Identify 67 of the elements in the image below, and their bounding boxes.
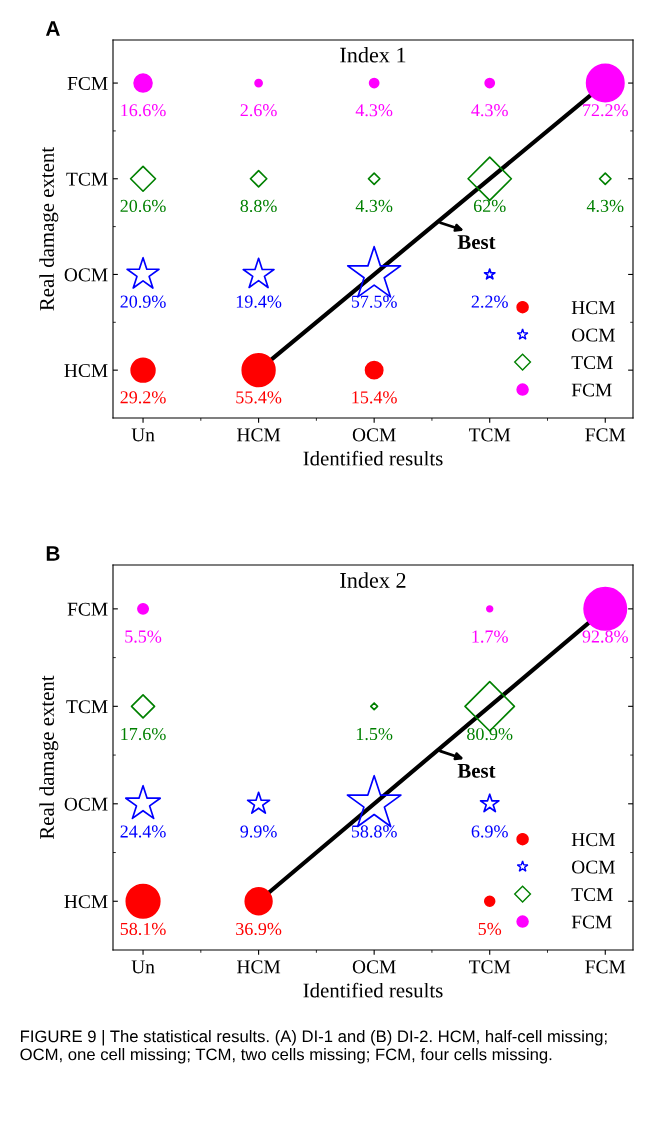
legend-label: TCM <box>571 888 613 902</box>
caption: FIGURE 9 | The statistical results. (A) DI-1 and (B) DI-2. HCM, half-cell missing; OCM, one cell missing; TCM, two cells missing; FCM, four cells missing. <box>20 1030 607 1064</box>
data-label: 20.6% <box>120 199 166 213</box>
data-label: 2.6% <box>240 104 277 117</box>
category-label: Un <box>131 960 155 974</box>
text: Real damage extent <box>39 146 59 311</box>
legend-label: TCM <box>571 356 613 370</box>
data-label: 5% <box>478 922 502 936</box>
text: Real damage extent <box>39 675 59 840</box>
data-label: 4.3% <box>355 199 393 213</box>
text: B <box>46 546 60 561</box>
category-label: FCM <box>585 960 626 974</box>
data-label: 1.5% <box>356 727 393 741</box>
data-label: 36.9% <box>236 922 282 936</box>
data-label: 6.9% <box>471 825 508 838</box>
text: Identified results <box>303 982 443 998</box>
category-label: TCM <box>66 700 108 714</box>
data-label: 8.8% <box>240 199 277 213</box>
data-label: 80.9% <box>467 727 513 741</box>
category-label: OCM <box>64 268 108 282</box>
category-label: Un <box>131 428 155 442</box>
data-label: 20.9% <box>120 295 166 308</box>
data-label: 5.5% <box>125 630 162 643</box>
data-label: 62% <box>473 199 506 213</box>
category-label: OCM <box>64 797 108 811</box>
category-label: OCM <box>352 960 396 974</box>
text: Best <box>457 235 496 250</box>
text: Identified results <box>303 450 443 466</box>
data-label: 19.4% <box>236 295 282 308</box>
data-label: 92.8% <box>582 630 628 643</box>
text: Index 1 <box>340 46 406 63</box>
data-label: 24.4% <box>120 825 166 838</box>
data-label: 16.6% <box>121 104 166 117</box>
category-label: HCM <box>64 895 108 909</box>
data-label: 58.1% <box>120 922 166 936</box>
data-label: 17.6% <box>121 727 166 741</box>
data-label: 4.3% <box>471 104 508 117</box>
legend-label: OCM <box>572 328 615 342</box>
category-label: HCM <box>64 364 108 378</box>
category-label: FCM <box>67 76 108 90</box>
data-label: 55.4% <box>236 391 282 404</box>
data-label: 4.3% <box>355 104 393 117</box>
category-label: FCM <box>585 428 626 442</box>
data-label: 57.5% <box>351 295 397 308</box>
category-label: FCM <box>67 602 108 616</box>
category-label: HCM <box>237 428 281 442</box>
text: Index 2 <box>340 572 406 588</box>
text: A <box>45 21 60 36</box>
data-label: 1.7% <box>472 630 508 643</box>
data-label: 58.8% <box>351 825 397 838</box>
legend-label: OCM <box>572 860 615 874</box>
category-label: HCM <box>237 960 281 974</box>
category-label: OCM <box>352 428 396 442</box>
data-label: 4.3% <box>586 199 624 213</box>
legend-label: FCM <box>571 915 612 929</box>
legend-label: HCM <box>571 301 615 315</box>
data-label: 2.2% <box>471 295 508 308</box>
data-label: 15.4% <box>352 391 397 404</box>
category-label: TCM <box>469 960 511 974</box>
legend-label: FCM <box>571 383 612 397</box>
category-label: TCM <box>66 172 108 186</box>
data-label: 29.2% <box>120 391 166 404</box>
data-label: 9.9% <box>240 825 277 838</box>
text: Best <box>457 763 496 778</box>
data-label: 72.2% <box>583 104 628 117</box>
legend-label: HCM <box>571 833 615 847</box>
category-label: TCM <box>469 428 511 442</box>
